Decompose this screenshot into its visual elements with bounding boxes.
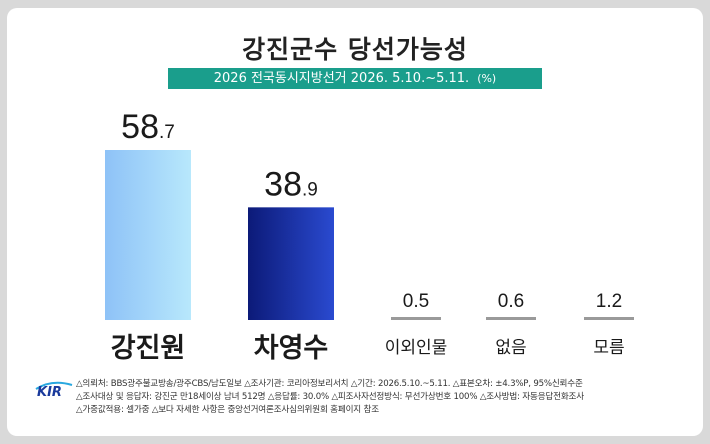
footnote-line-3: △가중값적용: 셀가중 △보다 자세한 사항은 중앙선거여론조사심의위원회 홈페… [76,405,379,415]
category-label-차영수: 차영수 [254,333,329,364]
bar-이외인물 [391,317,441,320]
unit-label: (%) [477,72,497,85]
bar-차영수 [248,207,334,320]
category-label-모름: 모름 [593,338,624,358]
value-label-모름: 1.2 [596,291,622,312]
footnote-line-2: △조사대상 및 응답자: 강진군 만18세이상 남녀 512명 △응답률: 30… [76,392,584,402]
value-label-없음: 0.6 [498,291,524,312]
chart-title: 강진군수 당선가능성 [242,35,468,64]
category-label-이외인물: 이외인물 [385,338,448,358]
bar-없음 [486,317,536,320]
survey-period-banner: 2026 전국동시지방선거 2026. 5.10.~5.11. (%) [168,68,542,89]
value-label-강진원: 58.7 [121,108,175,146]
category-label-강진원: 강진원 [111,333,186,364]
kir-logo: KIR [35,381,73,399]
survey-period-text: 2026 전국동시지방선거 2026. 5.10.~5.11. [213,71,470,86]
bar-모름 [584,317,634,320]
value-label-이외인물: 0.5 [403,291,429,312]
bar-강진원 [105,150,191,320]
category-label-없음: 없음 [495,338,526,358]
footnote-line-1: △의뢰처: BBS광주불교방송/광주CBS/남도일보 △조사기관: 코리아정보리… [76,379,583,389]
logo-text: KIR [37,385,62,399]
value-label-차영수: 38.9 [264,165,318,203]
